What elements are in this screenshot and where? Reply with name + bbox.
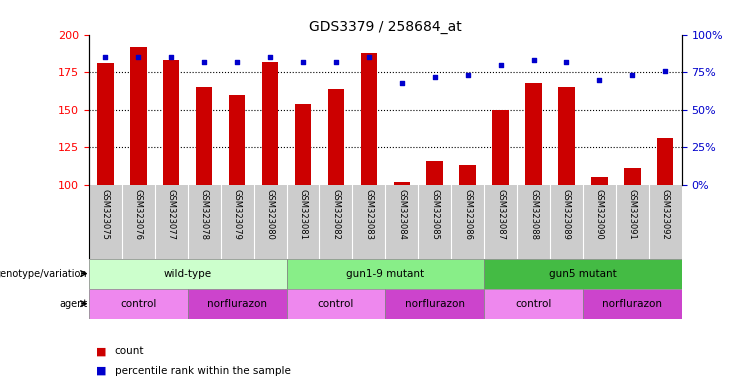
Point: [99, 54, 111, 60]
Bar: [295, 104, 311, 185]
Point: [363, 54, 375, 60]
Text: genotype/variation: genotype/variation: [0, 268, 87, 278]
Text: GSM323079: GSM323079: [233, 189, 242, 240]
Bar: [187, 289, 287, 319]
Text: GSM323081: GSM323081: [299, 189, 308, 240]
Text: GSM323076: GSM323076: [134, 189, 143, 240]
Bar: [427, 161, 443, 185]
Point: [429, 74, 441, 80]
Bar: [459, 166, 476, 185]
Bar: [361, 53, 377, 185]
Bar: [130, 46, 147, 185]
Text: gun1-9 mutant: gun1-9 mutant: [346, 268, 425, 278]
Bar: [657, 138, 674, 185]
Bar: [484, 258, 682, 289]
Point: [528, 57, 539, 63]
Text: GSM323090: GSM323090: [595, 189, 604, 240]
Bar: [262, 62, 279, 185]
Point: [594, 77, 605, 83]
Text: norflurazon: norflurazon: [405, 299, 465, 309]
Point: [199, 59, 210, 65]
Text: wild-type: wild-type: [164, 268, 212, 278]
Point: [297, 59, 309, 65]
Text: norflurazon: norflurazon: [207, 299, 267, 309]
Bar: [525, 83, 542, 185]
Text: GSM323085: GSM323085: [431, 189, 439, 240]
Text: count: count: [115, 346, 144, 356]
Point: [462, 72, 473, 78]
Bar: [89, 258, 287, 289]
Point: [495, 61, 507, 68]
Point: [165, 54, 177, 60]
Text: control: control: [120, 299, 156, 309]
Bar: [558, 87, 575, 185]
Text: GSM323082: GSM323082: [331, 189, 340, 240]
Point: [659, 68, 671, 74]
Bar: [484, 289, 583, 319]
Text: norflurazon: norflurazon: [602, 299, 662, 309]
Text: control: control: [515, 299, 552, 309]
Text: GSM323075: GSM323075: [101, 189, 110, 240]
Bar: [583, 289, 682, 319]
Text: GSM323086: GSM323086: [463, 189, 472, 240]
Point: [264, 54, 276, 60]
Point: [231, 59, 243, 65]
Bar: [624, 169, 640, 185]
Text: GSM323084: GSM323084: [397, 189, 406, 240]
Text: GSM323080: GSM323080: [265, 189, 275, 240]
Text: gun5 mutant: gun5 mutant: [549, 268, 617, 278]
Text: ■: ■: [96, 346, 107, 356]
Bar: [97, 63, 113, 185]
Point: [330, 59, 342, 65]
Text: GSM323087: GSM323087: [496, 189, 505, 240]
Text: GSM323077: GSM323077: [167, 189, 176, 240]
Point: [133, 54, 144, 60]
Bar: [591, 177, 608, 185]
Text: ■: ■: [96, 366, 107, 376]
Text: GSM323083: GSM323083: [365, 189, 373, 240]
Bar: [89, 289, 187, 319]
Text: control: control: [318, 299, 354, 309]
Bar: [163, 60, 179, 185]
Bar: [229, 95, 245, 185]
Text: GSM323092: GSM323092: [661, 189, 670, 240]
Point: [626, 72, 638, 78]
Text: GSM323089: GSM323089: [562, 189, 571, 240]
Text: percentile rank within the sample: percentile rank within the sample: [115, 366, 290, 376]
Text: GSM323088: GSM323088: [529, 189, 538, 240]
Bar: [492, 110, 509, 185]
Title: GDS3379 / 258684_at: GDS3379 / 258684_at: [309, 20, 462, 33]
Point: [560, 59, 572, 65]
Bar: [287, 289, 385, 319]
Bar: [287, 258, 484, 289]
Text: GSM323078: GSM323078: [199, 189, 209, 240]
Text: agent: agent: [59, 299, 87, 309]
Bar: [196, 87, 213, 185]
Bar: [393, 182, 410, 185]
Bar: [385, 289, 484, 319]
Bar: [328, 89, 344, 185]
Text: GSM323091: GSM323091: [628, 189, 637, 240]
Point: [396, 79, 408, 86]
